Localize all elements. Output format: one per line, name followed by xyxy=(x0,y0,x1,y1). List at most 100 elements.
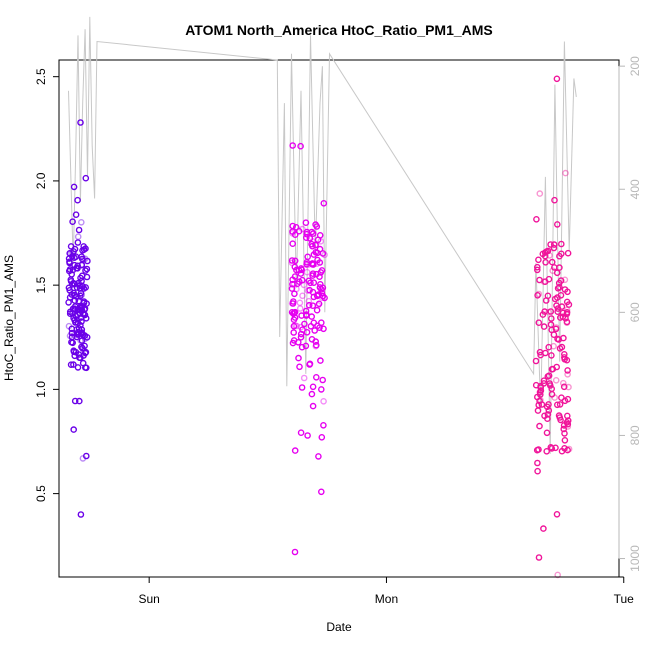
data-point xyxy=(320,397,327,405)
data-point xyxy=(71,397,79,405)
data-point xyxy=(296,305,304,312)
data-point xyxy=(550,241,558,248)
data-point xyxy=(564,288,571,296)
data-point xyxy=(291,257,299,265)
data-point xyxy=(558,240,565,248)
data-point xyxy=(564,423,572,430)
data-point xyxy=(82,267,89,274)
data-point xyxy=(306,286,313,294)
data-point xyxy=(545,407,553,414)
x-tick-label: Tue xyxy=(614,592,635,606)
data-point xyxy=(540,377,548,385)
data-point xyxy=(534,263,541,271)
data-point xyxy=(290,329,298,336)
data-point xyxy=(300,374,308,382)
data-point xyxy=(556,401,564,408)
data-point xyxy=(543,429,551,437)
data-point xyxy=(79,455,87,462)
data-point xyxy=(288,299,296,307)
data-point xyxy=(75,351,83,358)
data-point xyxy=(74,331,81,338)
data-point xyxy=(298,384,306,391)
data-point xyxy=(532,357,540,365)
data-point xyxy=(79,359,87,367)
data-point xyxy=(546,380,554,387)
data-point xyxy=(558,343,566,351)
data-point xyxy=(315,291,323,298)
data-point xyxy=(83,364,90,372)
data-point xyxy=(553,302,560,309)
data-point xyxy=(74,364,82,371)
data-point xyxy=(533,215,540,223)
data-point xyxy=(78,343,85,351)
data-point xyxy=(78,330,86,337)
data-point xyxy=(554,294,561,301)
data-point xyxy=(308,390,316,398)
data-point xyxy=(319,284,327,292)
data-point xyxy=(311,327,319,334)
data-point xyxy=(77,314,85,321)
data-point xyxy=(547,241,554,248)
data-point xyxy=(68,291,76,298)
data-point xyxy=(78,337,86,344)
data-point xyxy=(319,376,327,384)
data-point xyxy=(321,294,328,302)
data-point xyxy=(66,266,74,273)
data-point xyxy=(303,258,311,266)
y-tick-label: 1.0 xyxy=(34,381,48,398)
data-point xyxy=(553,75,561,83)
data-point xyxy=(556,283,563,291)
data-point xyxy=(534,291,541,299)
y2-tick-label: 1000 xyxy=(628,545,642,572)
data-point xyxy=(68,329,76,337)
data-point xyxy=(69,218,76,225)
data-point xyxy=(302,342,310,350)
data-point xyxy=(74,196,81,204)
data-point xyxy=(565,383,572,391)
data-point xyxy=(551,394,559,401)
data-point xyxy=(291,447,299,454)
data-point xyxy=(559,309,567,317)
data-point xyxy=(303,311,310,318)
data-point xyxy=(557,277,565,284)
data-point xyxy=(542,258,549,266)
data-point xyxy=(544,373,552,380)
data-point xyxy=(78,282,86,290)
data-point xyxy=(540,278,548,286)
data-point xyxy=(317,386,325,393)
data-point xyxy=(308,313,316,320)
data-point xyxy=(552,325,560,333)
point-cluster-1 xyxy=(65,119,91,518)
data-point xyxy=(312,221,319,228)
data-point xyxy=(83,265,91,273)
y-tick-label: 1.5 xyxy=(34,276,48,293)
x-tick-label: Sun xyxy=(138,592,159,606)
data-point xyxy=(535,290,543,298)
data-point xyxy=(312,248,320,256)
data-point xyxy=(559,313,567,321)
data-point xyxy=(316,324,323,332)
data-point xyxy=(290,316,298,324)
data-point xyxy=(554,335,561,343)
data-point xyxy=(536,397,543,405)
data-point xyxy=(84,257,91,265)
data-point xyxy=(543,248,550,255)
data-point xyxy=(309,402,317,410)
data-point xyxy=(548,352,555,359)
axes-layer: 0.5 1.0 1.5 2.0 2.5 Sun Mon Tue 200 400 600 800 1000 xyxy=(34,56,642,606)
data-point xyxy=(66,259,73,267)
data-point xyxy=(291,290,298,298)
chart-title: ATOM1 North_America HtoC_Ratio_PM1_AMS xyxy=(185,22,493,38)
data-point xyxy=(299,225,306,233)
data-point xyxy=(556,252,563,260)
data-point xyxy=(535,319,543,327)
data-points-layer xyxy=(65,75,573,579)
data-point xyxy=(308,260,316,268)
data-point xyxy=(308,240,315,248)
data-point xyxy=(547,321,555,328)
data-point xyxy=(548,445,556,452)
data-point xyxy=(296,299,304,307)
data-point xyxy=(70,426,77,433)
